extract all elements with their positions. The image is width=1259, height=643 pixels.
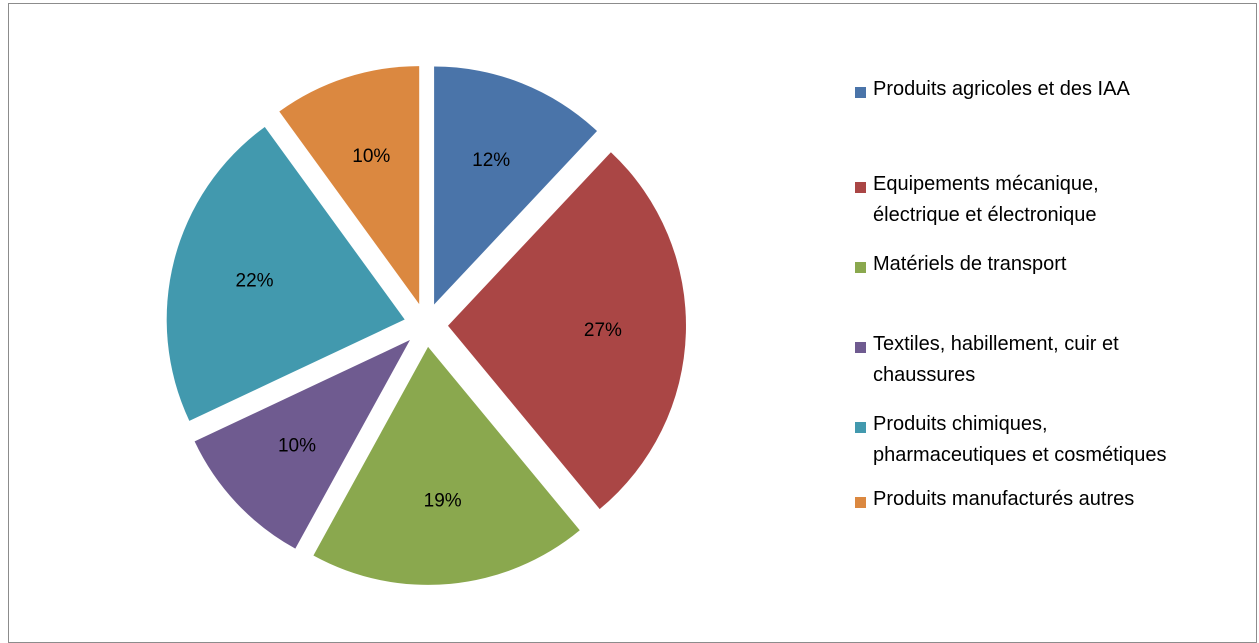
legend-swatch-produits-chimiques	[855, 422, 866, 433]
pie-data-label-textiles-3: 10%	[278, 436, 316, 457]
legend-swatch-produits-agricoles	[855, 87, 866, 98]
pie-data-label-equipements-1: 27%	[584, 320, 622, 341]
legend-label-equipements: Equipements mécanique, électrique et éle…	[873, 169, 1099, 231]
legend-swatch-equipements	[855, 182, 866, 193]
legend-swatch-materiels-transport	[855, 262, 866, 273]
legend-item-produits-agricoles: Produits agricoles et des IAA	[855, 80, 1130, 105]
pie-data-label-produits-5: 10%	[352, 146, 390, 167]
legend-item-equipements: Equipements mécanique, électrique et éle…	[855, 175, 1099, 231]
legend-label-produits-chimiques: Produits chimiques, pharmaceutiques et c…	[873, 409, 1167, 471]
pie-data-label-produits-0: 12%	[472, 150, 510, 171]
legend-swatch-produits-manufactures	[855, 497, 866, 508]
legend-label-produits-agricoles: Produits agricoles et des IAA	[873, 74, 1130, 105]
legend-item-materiels-transport: Matériels de transport	[855, 255, 1066, 280]
legend-item-produits-manufactures: Produits manufacturés autres	[855, 490, 1134, 515]
legend-label-textiles: Textiles, habillement, cuir et chaussure…	[873, 329, 1119, 391]
legend-item-textiles: Textiles, habillement, cuir et chaussure…	[855, 335, 1119, 391]
pie-data-label-produits-4: 22%	[236, 270, 274, 291]
legend-label-produits-manufactures: Produits manufacturés autres	[873, 484, 1134, 515]
legend-item-produits-chimiques: Produits chimiques, pharmaceutiques et c…	[855, 415, 1167, 471]
legend-swatch-textiles	[855, 342, 866, 353]
pie-data-label-materiels-2: 19%	[424, 491, 462, 512]
legend-label-materiels-transport: Matériels de transport	[873, 249, 1066, 280]
